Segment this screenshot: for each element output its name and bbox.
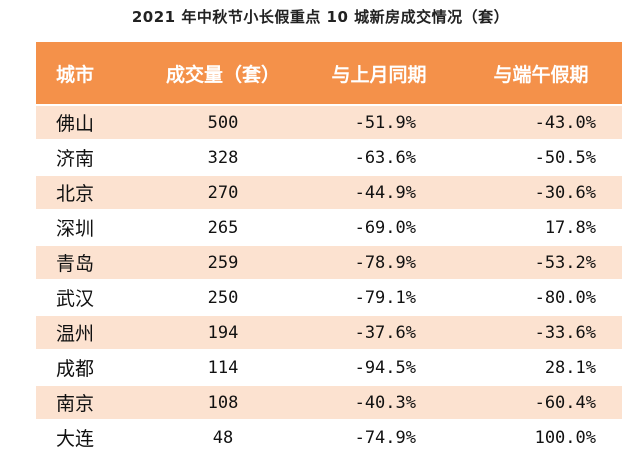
- table-row: 温州 194 -37.6% -33.6%: [36, 315, 622, 351]
- table-title: 2021 年中秋节小长假重点 10 城新房成交情况（套）: [131, 8, 510, 26]
- cell-vs-dragon-boat: -33.6%: [460, 315, 622, 351]
- cell-city: 佛山: [36, 105, 148, 141]
- cell-volume: 259: [148, 245, 298, 281]
- cell-vs-dragon-boat: -30.6%: [460, 175, 622, 211]
- cell-vs-dragon-boat: 17.8%: [460, 210, 622, 246]
- cell-month-over-month: -44.9%: [298, 175, 460, 211]
- cell-month-over-month: -78.9%: [298, 245, 460, 281]
- cell-vs-dragon-boat: -80.0%: [460, 280, 622, 316]
- cell-volume: 500: [148, 105, 298, 141]
- header-volume: 成交量（套）: [148, 42, 298, 106]
- header-vs-dragon-boat: 与端午假期: [460, 42, 622, 106]
- table-row: 深圳 265 -69.0% 17.8%: [36, 210, 622, 246]
- header-city: 城市: [36, 42, 148, 106]
- cell-volume: 48: [148, 420, 298, 456]
- new-housing-sales-table: 城市 成交量（套） 与上月同期 与端午假期 佛山 500 -51.9% -43.…: [36, 42, 622, 456]
- table-row: 佛山 500 -51.9% -43.0%: [36, 105, 622, 141]
- table-row: 北京 270 -44.9% -30.6%: [36, 175, 622, 211]
- table-header: 城市 成交量（套） 与上月同期 与端午假期: [36, 42, 622, 106]
- cell-volume: 265: [148, 210, 298, 246]
- cell-month-over-month: -94.5%: [298, 350, 460, 386]
- cell-month-over-month: -63.6%: [298, 140, 460, 176]
- cell-volume: 270: [148, 175, 298, 211]
- cell-volume: 250: [148, 280, 298, 316]
- cell-vs-dragon-boat: 28.1%: [460, 350, 622, 386]
- cell-vs-dragon-boat: 100.0%: [460, 420, 622, 456]
- cell-vs-dragon-boat: -50.5%: [460, 140, 622, 176]
- cell-volume: 114: [148, 350, 298, 386]
- cell-month-over-month: -69.0%: [298, 210, 460, 246]
- cell-city: 济南: [36, 140, 148, 176]
- table-row: 大连 48 -74.9% 100.0%: [36, 420, 622, 456]
- cell-vs-dragon-boat: -60.4%: [460, 385, 622, 421]
- cell-month-over-month: -40.3%: [298, 385, 460, 421]
- cell-city: 青岛: [36, 245, 148, 281]
- table-body: 佛山 500 -51.9% -43.0% 济南 328 -63.6% -50.5…: [36, 105, 622, 456]
- table-row: 南京 108 -40.3% -60.4%: [36, 385, 622, 421]
- table-row: 济南 328 -63.6% -50.5%: [36, 140, 622, 176]
- table-row: 青岛 259 -78.9% -53.2%: [36, 245, 622, 281]
- data-table-container: 城市 成交量（套） 与上月同期 与端午假期 佛山 500 -51.9% -43.…: [36, 42, 622, 456]
- cell-city: 温州: [36, 315, 148, 351]
- cell-month-over-month: -37.6%: [298, 315, 460, 351]
- cell-city: 大连: [36, 420, 148, 456]
- table-row: 武汉 250 -79.1% -80.0%: [36, 280, 622, 316]
- cell-volume: 194: [148, 315, 298, 351]
- cell-volume: 108: [148, 385, 298, 421]
- cell-city: 武汉: [36, 280, 148, 316]
- table-row: 成都 114 -94.5% 28.1%: [36, 350, 622, 386]
- cell-vs-dragon-boat: -53.2%: [460, 245, 622, 281]
- cell-city: 北京: [36, 175, 148, 211]
- cell-month-over-month: -74.9%: [298, 420, 460, 456]
- cell-city: 成都: [36, 350, 148, 386]
- cell-vs-dragon-boat: -43.0%: [460, 105, 622, 141]
- cell-month-over-month: -51.9%: [298, 105, 460, 141]
- header-row: 城市 成交量（套） 与上月同期 与端午假期: [36, 42, 622, 106]
- cell-city: 深圳: [36, 210, 148, 246]
- cell-volume: 328: [148, 140, 298, 176]
- header-month-over-month: 与上月同期: [298, 42, 460, 106]
- cell-month-over-month: -79.1%: [298, 280, 460, 316]
- cell-city: 南京: [36, 385, 148, 421]
